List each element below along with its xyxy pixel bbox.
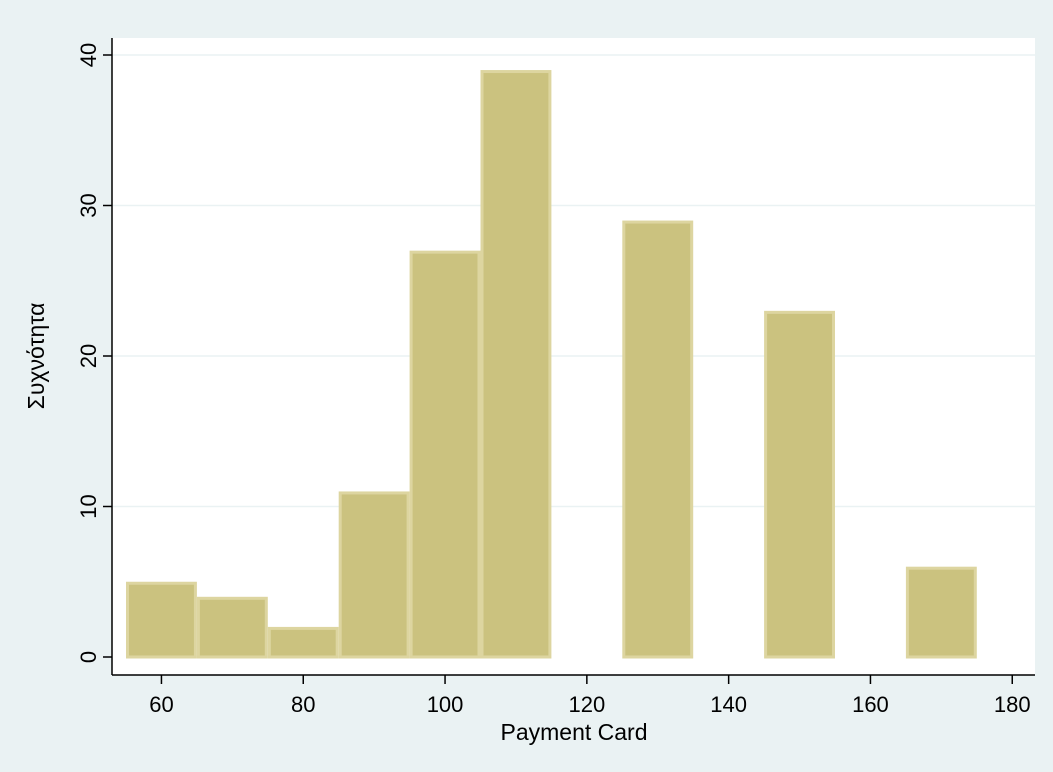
y-axis-title: Συχνότητα [23, 303, 49, 410]
x-axis-title: Payment Card [500, 719, 647, 745]
gridlines [112, 54, 1035, 508]
y-tick-label-30: 30 [76, 193, 101, 217]
x-axis-ticks: 60 80 100 120 140 160 180 [149, 675, 1031, 717]
bar-7 [622, 220, 694, 659]
x-tick-label-120: 120 [568, 692, 605, 717]
y-tick-label-0: 0 [76, 651, 101, 663]
bar-3 [267, 626, 339, 659]
bar-9 [905, 566, 977, 659]
y-tick-label-20: 20 [76, 344, 101, 368]
x-tick-label-140: 140 [710, 692, 747, 717]
bar-2 [196, 596, 268, 659]
bars [126, 70, 977, 659]
y-tick-label-40: 40 [76, 43, 101, 67]
bar-5 [409, 250, 481, 659]
x-tick-label-160: 160 [852, 692, 889, 717]
bar-6 [480, 70, 552, 659]
bar-4 [338, 491, 410, 659]
y-axis-ticks: 0 10 20 30 40 [76, 43, 112, 663]
bar-1 [126, 581, 197, 659]
x-tick-label-60: 60 [149, 692, 173, 717]
y-tick-label-10: 10 [76, 494, 101, 518]
bar-8 [764, 310, 835, 659]
x-tick-label-100: 100 [427, 692, 464, 717]
x-tick-label-180: 180 [994, 692, 1031, 717]
x-tick-label-80: 80 [291, 692, 315, 717]
